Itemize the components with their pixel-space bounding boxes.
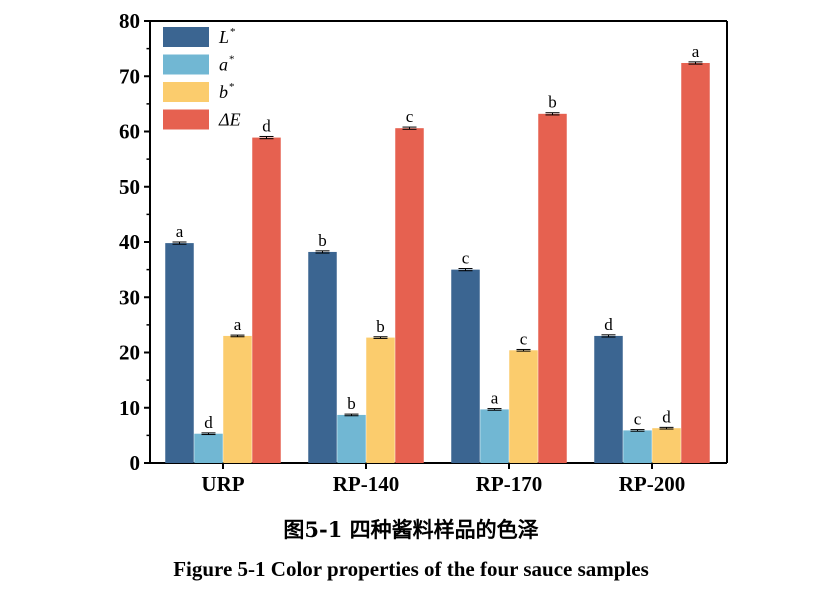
bar xyxy=(308,251,337,463)
data-label: a xyxy=(491,389,499,408)
data-label: d xyxy=(662,407,671,426)
y-tick-label: 10 xyxy=(119,396,140,420)
data-label: a xyxy=(176,222,184,241)
bar xyxy=(509,350,538,463)
bar xyxy=(165,243,194,463)
legend-label: L* xyxy=(218,26,236,47)
bar xyxy=(538,113,567,463)
y-tick-label: 20 xyxy=(119,341,140,365)
x-tick-label: RP-200 xyxy=(619,472,686,496)
x-tick-label: RP-140 xyxy=(333,472,400,496)
data-label: c xyxy=(520,329,528,348)
legend-label: b* xyxy=(219,81,235,102)
bar xyxy=(252,137,281,463)
y-tick-label: 40 xyxy=(119,230,140,254)
y-tick-label: 0 xyxy=(130,451,141,475)
legend-swatch xyxy=(163,82,209,102)
legend-swatch xyxy=(163,27,209,47)
x-tick-label: URP xyxy=(201,472,244,496)
bar xyxy=(366,337,395,463)
figure-caption-chinese: 图5-1 四种酱料样品的色泽 xyxy=(283,517,539,542)
data-label: b xyxy=(318,231,327,250)
bar xyxy=(395,128,424,463)
data-label: b xyxy=(548,93,557,112)
figure-caption-english: Figure 5-1 Color properties of the four … xyxy=(173,557,649,581)
bar xyxy=(681,62,710,464)
data-label: c xyxy=(634,410,642,429)
y-tick-label: 30 xyxy=(119,285,140,309)
legend-label: a* xyxy=(219,54,235,75)
bar xyxy=(337,414,366,463)
bar xyxy=(594,335,623,463)
y-tick-label: 70 xyxy=(119,64,140,88)
data-label: a xyxy=(234,315,242,334)
y-tick-label: 50 xyxy=(119,175,140,199)
data-label: d xyxy=(262,116,271,135)
bar xyxy=(480,409,509,463)
data-label: c xyxy=(406,107,414,126)
bar xyxy=(223,335,252,463)
data-label: c xyxy=(462,249,470,268)
data-label: d xyxy=(604,315,613,334)
x-tick-label: RP-170 xyxy=(476,472,543,496)
y-tick-label: 60 xyxy=(119,120,140,144)
data-label: b xyxy=(347,394,356,413)
data-label: a xyxy=(692,42,700,61)
data-label: b xyxy=(376,317,385,336)
legend-swatch xyxy=(163,54,209,75)
bar xyxy=(194,433,223,463)
legend-label: ΔE xyxy=(218,110,241,130)
legend-swatch xyxy=(163,109,209,130)
bar-chart: 0 10 20 30 40 50 60 70 80 URP RP-140 RP-170 RP-200 a b… xyxy=(119,9,728,496)
bar xyxy=(451,269,480,463)
data-label: d xyxy=(204,413,213,432)
bar xyxy=(623,430,652,463)
bar xyxy=(652,428,681,463)
y-tick-label: 80 xyxy=(119,9,140,33)
